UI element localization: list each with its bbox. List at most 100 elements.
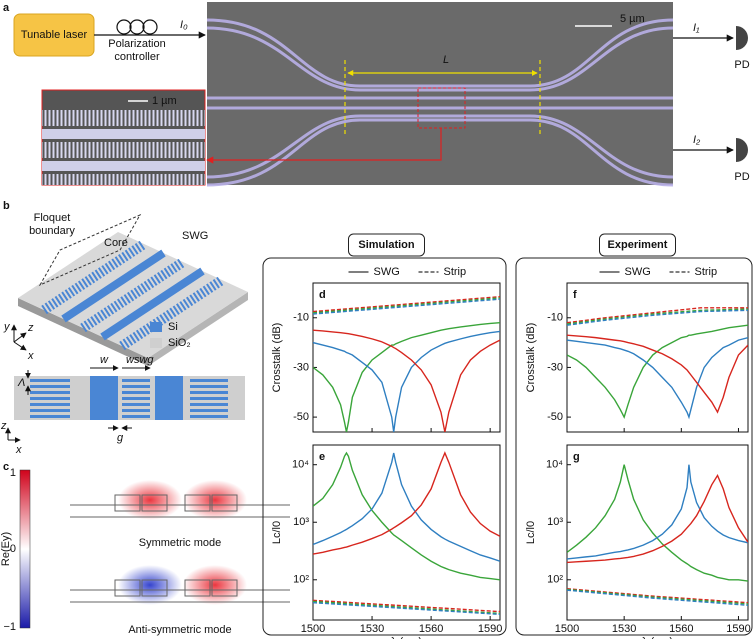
series-line [567, 588, 748, 605]
legend-label: Strip [695, 266, 718, 278]
colorbar-tick: 1 [10, 467, 16, 479]
photodetector [736, 138, 748, 162]
swg-stripe [122, 385, 150, 388]
y-tick-label: 10² [293, 574, 309, 586]
legend-label: Si [168, 321, 178, 333]
legend-swatch [150, 322, 162, 332]
colorbar [19, 469, 31, 629]
signal-label: I₂ [693, 134, 701, 146]
swg-stripe [122, 409, 150, 412]
title-box [348, 233, 425, 257]
cross-section [5, 365, 245, 443]
y-axis-label: Lc/l0 [271, 521, 283, 544]
series-line [567, 334, 748, 414]
y-tick-label: -50 [547, 411, 563, 423]
x-tick-label: 1500 [555, 623, 579, 635]
x-tick-label: 1560 [419, 623, 443, 635]
detector-label: PD [734, 171, 749, 183]
output-arrows [673, 34, 734, 154]
series-line [567, 308, 748, 325]
swg-stripe [30, 397, 70, 400]
series-line [567, 589, 748, 607]
panel-label: d [319, 289, 326, 301]
series-line [567, 464, 748, 582]
panel-label: e [319, 451, 325, 463]
y-tick-label: -50 [293, 411, 309, 423]
swg-stripe [30, 409, 70, 412]
axis-label: z [27, 322, 34, 334]
swg-stripe [190, 409, 228, 412]
signal-label: I₀ [180, 19, 188, 31]
swg-stripe [30, 391, 70, 394]
y-tick-label: 10² [547, 574, 563, 586]
scale-label: 5 µm [620, 13, 645, 25]
x-tick-label: 1590 [726, 623, 750, 635]
swg-stripe [190, 415, 228, 418]
series-line [567, 336, 748, 420]
x-axis-label: λ (nm) [642, 636, 673, 639]
colorbar-tick: 0 [10, 543, 16, 555]
series-line [567, 587, 748, 604]
series-line [313, 452, 500, 562]
swg-stripe [122, 415, 150, 418]
swg-stripe [30, 385, 70, 388]
y-tick-label: -10 [547, 312, 563, 324]
y-axis-label: Crosstalk (dB) [271, 323, 283, 393]
dimension-label: wswg [126, 354, 154, 366]
series-line [313, 297, 500, 314]
axis-label: x [27, 350, 34, 362]
laser-label: Tunable laser [21, 29, 88, 41]
legend-label: SiO₂ [168, 337, 191, 349]
panel-label: a [3, 2, 10, 14]
swg-stripe [30, 415, 70, 418]
axis-label: y [3, 321, 11, 333]
axis-label: z [0, 420, 7, 432]
inset-structure [42, 100, 205, 185]
x-tick-label: 1530 [612, 623, 636, 635]
swg-stripe [190, 385, 228, 388]
legend-label: Strip [444, 266, 467, 278]
x-tick-label: 1500 [301, 623, 325, 635]
series-line [313, 451, 500, 555]
colorbar-label: Re(Ey) [0, 532, 12, 566]
zoom-arrow [206, 128, 442, 164]
title-box [599, 233, 676, 257]
swg-stripe [122, 397, 150, 400]
group-frame [515, 257, 753, 636]
length-marker [344, 60, 541, 135]
y-tick-label: -30 [547, 361, 563, 373]
legend-label: SWG [374, 266, 400, 278]
x-tick-label: 1560 [669, 623, 693, 635]
plot-frame [566, 282, 749, 433]
dimension-label: g [117, 432, 124, 444]
dimension-label: Λ [17, 377, 25, 389]
polarization-controller-icon [94, 19, 206, 39]
waveguides [206, 18, 674, 187]
panel-label: g [573, 451, 580, 463]
signal-label: I₁ [693, 22, 700, 34]
swg-label: SWG [182, 230, 208, 242]
mode-label: Anti-symmetric mode [128, 624, 231, 636]
y-axis-label: Crosstalk (dB) [525, 323, 537, 393]
dimension-label: w [100, 354, 109, 366]
y-tick-label: 10³ [547, 516, 563, 528]
swg-stripe [30, 379, 70, 382]
legend-label: SWG [625, 266, 651, 278]
swg-stripe [122, 391, 150, 394]
series-line [313, 451, 500, 581]
core-label: Core [104, 237, 128, 249]
x-tick-label: 1530 [360, 623, 384, 635]
y-tick-label: 10⁴ [546, 459, 563, 471]
floquet-label: Floquet boundary [29, 212, 75, 237]
sem-image [207, 2, 673, 185]
series-line [567, 309, 748, 326]
plot-lines [567, 464, 748, 607]
axes-icon [11, 324, 27, 351]
plot-frame [312, 444, 501, 621]
x-tick-label: 1590 [478, 623, 502, 635]
panel-label: f [573, 289, 577, 301]
core-bar [61, 249, 166, 323]
series-line [313, 330, 500, 432]
